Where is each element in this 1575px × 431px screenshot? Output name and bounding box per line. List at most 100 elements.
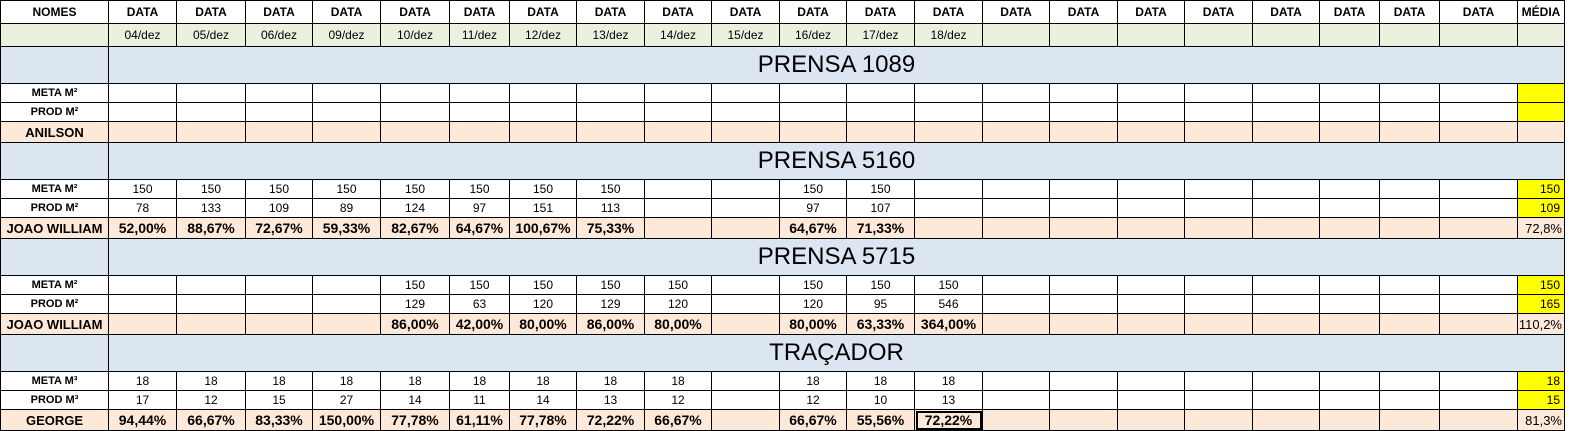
meta-value[interactable] xyxy=(644,179,712,199)
meta-value[interactable] xyxy=(1319,83,1380,103)
prod-value[interactable]: 124 xyxy=(380,198,450,218)
percent-value[interactable] xyxy=(1049,121,1118,143)
percent-value[interactable]: 72,22% xyxy=(914,409,983,431)
percent-value[interactable]: 77,78% xyxy=(380,409,450,431)
percent-value[interactable] xyxy=(1379,121,1440,143)
prod-value[interactable] xyxy=(1184,102,1253,122)
meta-value[interactable] xyxy=(914,83,983,103)
meta-value[interactable] xyxy=(779,83,847,103)
percent-value[interactable] xyxy=(1379,313,1440,335)
prod-value[interactable]: 129 xyxy=(576,294,645,314)
meta-average[interactable] xyxy=(1517,83,1565,103)
prod-value[interactable] xyxy=(1184,198,1253,218)
percent-value[interactable] xyxy=(245,313,313,335)
prod-average[interactable]: 15 xyxy=(1517,390,1565,410)
percent-value[interactable] xyxy=(1379,217,1440,239)
meta-value[interactable] xyxy=(576,83,645,103)
percent-value[interactable] xyxy=(1379,409,1440,431)
percent-average[interactable]: 81,3% xyxy=(1517,409,1565,431)
meta-label[interactable]: META M³ xyxy=(0,371,109,391)
meta-value[interactable] xyxy=(982,371,1050,391)
meta-label[interactable]: META M² xyxy=(0,83,109,103)
meta-value[interactable]: 150 xyxy=(176,179,246,199)
meta-value[interactable] xyxy=(1252,371,1320,391)
date-cell[interactable]: 14/dez xyxy=(644,23,712,47)
percent-value[interactable] xyxy=(914,217,983,239)
meta-value[interactable]: 150 xyxy=(846,179,915,199)
meta-value[interactable] xyxy=(711,179,780,199)
header-names[interactable]: NOMES xyxy=(0,0,109,24)
prod-value[interactable] xyxy=(914,198,983,218)
meta-value[interactable]: 18 xyxy=(576,371,645,391)
meta-value[interactable] xyxy=(982,275,1050,295)
percent-value[interactable]: 100,67% xyxy=(509,217,577,239)
prod-value[interactable] xyxy=(1319,294,1380,314)
header-data[interactable]: DATA xyxy=(176,0,246,24)
date-cell[interactable] xyxy=(1252,23,1320,47)
percent-value[interactable] xyxy=(1117,313,1185,335)
meta-value[interactable]: 150 xyxy=(846,275,915,295)
meta-value[interactable]: 18 xyxy=(509,371,577,391)
prod-value[interactable] xyxy=(1117,390,1185,410)
percent-value[interactable] xyxy=(1184,409,1253,431)
prod-label[interactable]: PROD M³ xyxy=(0,390,109,410)
percent-average[interactable] xyxy=(1517,121,1565,143)
percent-value[interactable] xyxy=(982,409,1050,431)
header-data[interactable]: DATA xyxy=(1439,0,1518,24)
percent-value[interactable] xyxy=(576,121,645,143)
percent-value[interactable] xyxy=(711,217,780,239)
meta-value[interactable] xyxy=(1184,83,1253,103)
header-data[interactable]: DATA xyxy=(312,0,381,24)
date-cell[interactable]: 09/dez xyxy=(312,23,381,47)
person-name[interactable]: ANILSON xyxy=(0,121,109,143)
date-cell[interactable] xyxy=(1379,23,1440,47)
prod-value[interactable]: 13 xyxy=(576,390,645,410)
person-name[interactable]: JOAO WILLIAM xyxy=(0,313,109,335)
percent-value[interactable]: 63,33% xyxy=(846,313,915,335)
header-data[interactable]: DATA xyxy=(1379,0,1440,24)
percent-value[interactable] xyxy=(1439,409,1518,431)
meta-value[interactable]: 18 xyxy=(914,371,983,391)
header-data[interactable]: DATA xyxy=(914,0,983,24)
percent-value[interactable]: 71,33% xyxy=(846,217,915,239)
prod-average[interactable]: 165 xyxy=(1517,294,1565,314)
percent-value[interactable] xyxy=(711,313,780,335)
section-title-blank[interactable] xyxy=(0,46,109,84)
prod-value[interactable] xyxy=(982,198,1050,218)
prod-value[interactable]: 10 xyxy=(846,390,915,410)
percent-value[interactable] xyxy=(1252,121,1320,143)
percent-value[interactable] xyxy=(108,313,177,335)
date-cell[interactable] xyxy=(1319,23,1380,47)
percent-value[interactable] xyxy=(1184,313,1253,335)
meta-value[interactable] xyxy=(1049,371,1118,391)
percent-value[interactable] xyxy=(1319,217,1380,239)
prod-value[interactable]: 12 xyxy=(779,390,847,410)
date-cell[interactable]: 12/dez xyxy=(509,23,577,47)
dates-media-cell[interactable] xyxy=(1517,23,1565,47)
prod-value[interactable] xyxy=(1319,390,1380,410)
percent-value[interactable]: 86,00% xyxy=(380,313,450,335)
meta-value[interactable]: 150 xyxy=(644,275,712,295)
meta-value[interactable] xyxy=(312,83,381,103)
prod-value[interactable] xyxy=(982,294,1050,314)
header-data[interactable]: DATA xyxy=(509,0,577,24)
prod-value[interactable]: 97 xyxy=(449,198,510,218)
section-title[interactable]: PRENSA 5715 xyxy=(108,238,1565,276)
meta-value[interactable] xyxy=(176,275,246,295)
meta-value[interactable] xyxy=(1184,275,1253,295)
section-title[interactable]: PRENSA 1089 xyxy=(108,46,1565,84)
meta-value[interactable]: 150 xyxy=(245,179,313,199)
percent-value[interactable]: 364,00% xyxy=(914,313,983,335)
date-cell[interactable]: 16/dez xyxy=(779,23,847,47)
section-title[interactable]: PRENSA 5160 xyxy=(108,142,1565,180)
date-cell[interactable]: 11/dez xyxy=(449,23,510,47)
meta-value[interactable] xyxy=(1117,179,1185,199)
percent-value[interactable] xyxy=(509,121,577,143)
prod-value[interactable] xyxy=(1439,198,1518,218)
header-data[interactable]: DATA xyxy=(108,0,177,24)
percent-value[interactable]: 150,00% xyxy=(312,409,381,431)
prod-value[interactable]: 120 xyxy=(644,294,712,314)
percent-average[interactable]: 110,2% xyxy=(1517,313,1565,335)
header-media[interactable]: MÉDIA xyxy=(1517,0,1565,24)
percent-value[interactable] xyxy=(711,409,780,431)
